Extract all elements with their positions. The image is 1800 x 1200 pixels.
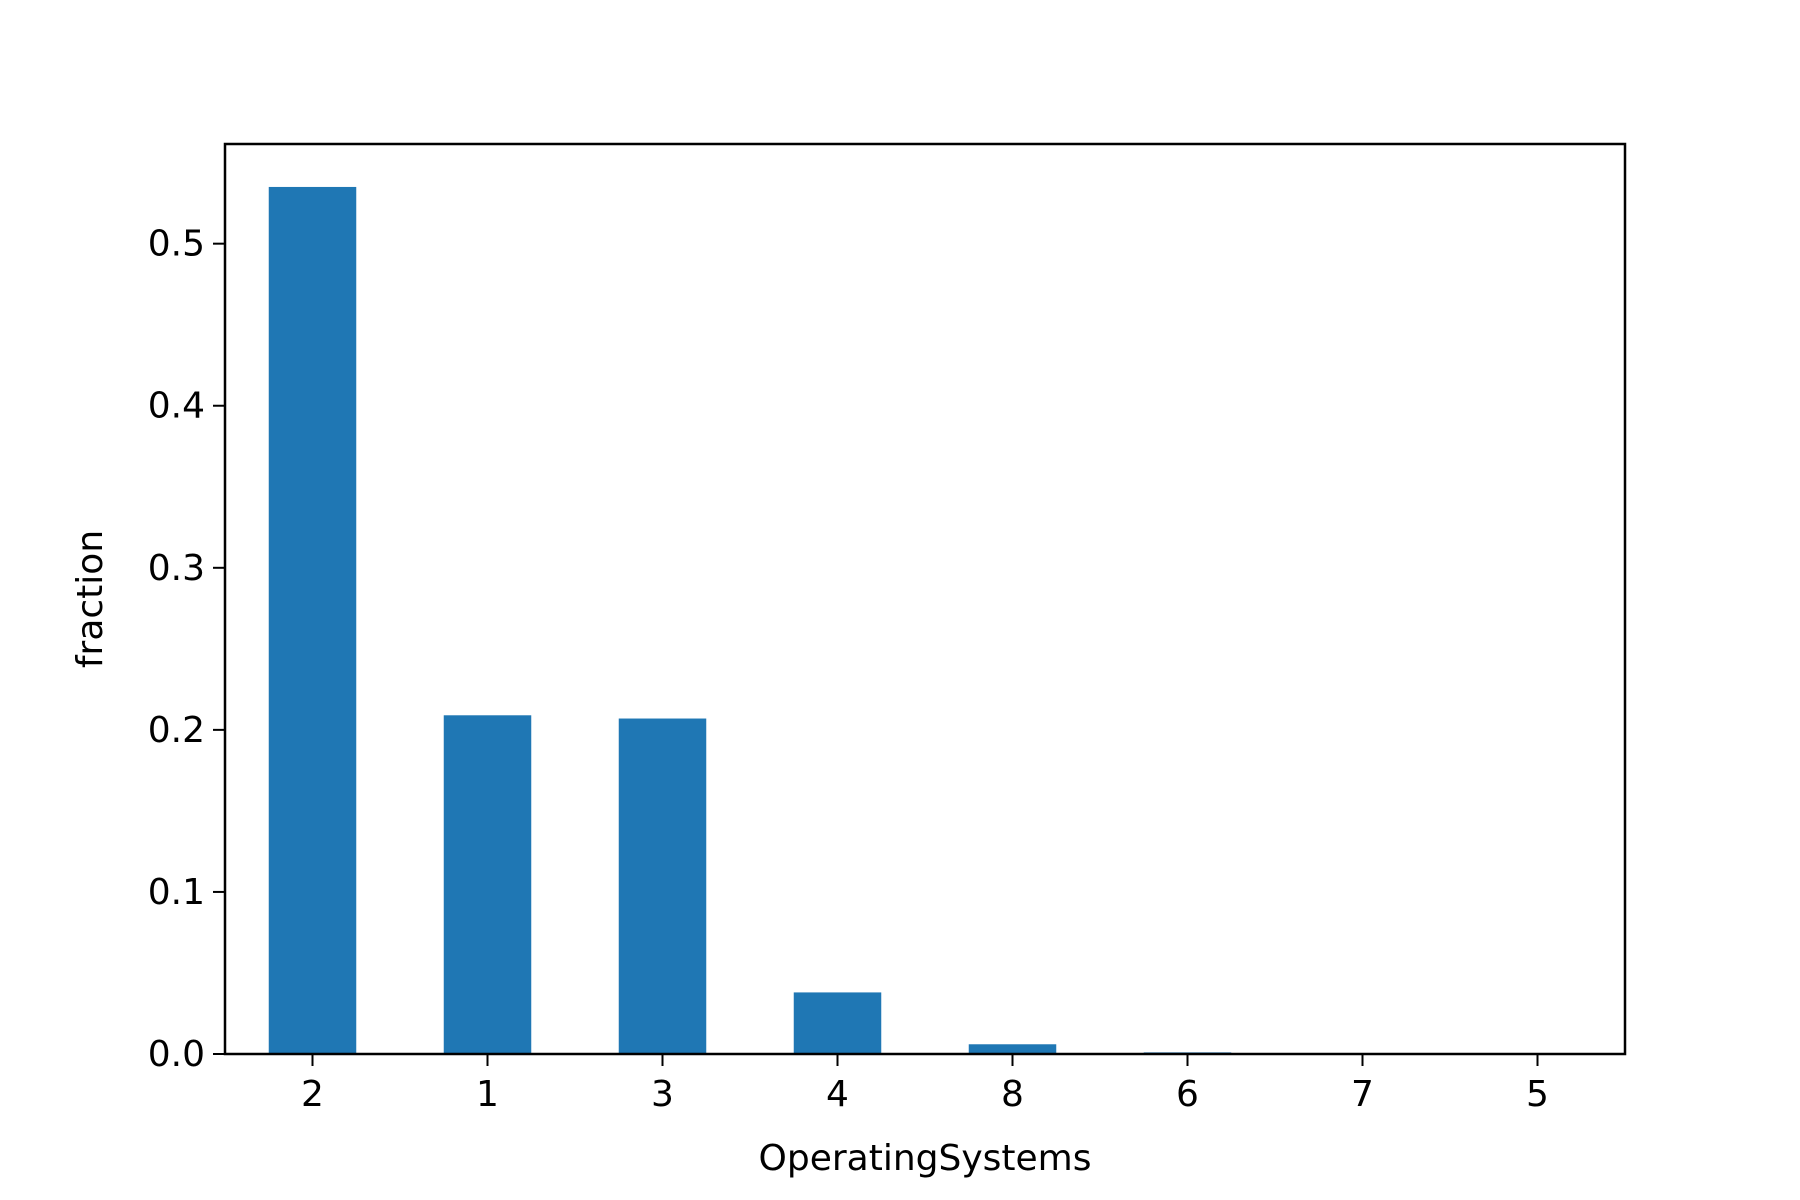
- bar-8: [968, 1044, 1057, 1054]
- bar-3: [618, 718, 707, 1054]
- x-tick-label: 3: [651, 1074, 674, 1115]
- y-tick-label: 0.2: [148, 710, 205, 751]
- bar-1: [443, 715, 532, 1054]
- x-tick-label: 5: [1526, 1074, 1549, 1115]
- x-tick-label: 6: [1176, 1074, 1199, 1115]
- y-tick-label: 0.3: [148, 548, 205, 589]
- y-tick-label: 0.5: [148, 224, 205, 265]
- y-axis-label: fraction: [70, 530, 111, 668]
- x-tick-label: 8: [1001, 1074, 1024, 1115]
- bars-group: [268, 186, 1582, 1055]
- x-axis-ticks: 2 1 3 4 8 6 7 5: [301, 1054, 1549, 1115]
- x-tick-label: 7: [1351, 1074, 1374, 1115]
- plot-frame: [223, 142, 1627, 1056]
- bar-4: [793, 992, 882, 1054]
- y-axis-ticks: 0.0 0.1 0.2 0.3 0.4 0.5: [148, 224, 225, 1075]
- bar-2: [268, 186, 357, 1055]
- x-tick-label: 2: [301, 1074, 324, 1115]
- x-axis-label: OperatingSystems: [759, 1138, 1092, 1179]
- y-tick-label: 0.1: [148, 872, 205, 913]
- y-tick-label: 0.0: [148, 1034, 205, 1075]
- x-tick-label: 4: [826, 1074, 849, 1115]
- x-tick-label: 1: [476, 1074, 499, 1115]
- y-tick-label: 0.4: [148, 386, 205, 427]
